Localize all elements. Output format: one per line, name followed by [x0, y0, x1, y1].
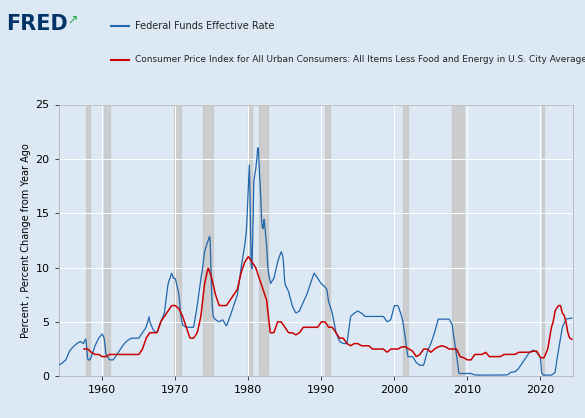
Bar: [452, 104, 464, 376]
Text: Consumer Price Index for All Urban Consumers: All Items Less Food and Energy in : Consumer Price Index for All Urban Consu…: [135, 55, 585, 64]
Y-axis label: Percent , Percent Change from Year Ago: Percent , Percent Change from Year Ago: [21, 143, 31, 338]
Text: Federal Funds Effective Rate: Federal Funds Effective Rate: [135, 21, 274, 31]
Bar: [203, 104, 213, 376]
Bar: [249, 104, 252, 376]
Text: ↗: ↗: [67, 14, 78, 27]
Bar: [325, 104, 330, 376]
Bar: [174, 104, 181, 376]
Bar: [542, 104, 543, 376]
Text: FRED: FRED: [6, 14, 68, 34]
Bar: [86, 104, 90, 376]
Bar: [259, 104, 269, 376]
Bar: [104, 104, 110, 376]
Bar: [403, 104, 408, 376]
